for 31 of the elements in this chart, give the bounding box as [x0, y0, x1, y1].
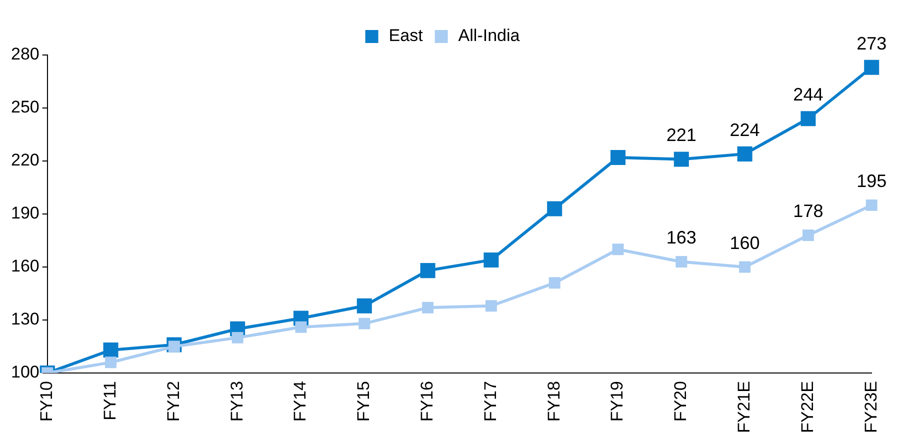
y-tick-label: 250 [10, 98, 40, 117]
y-tick-label: 220 [10, 150, 40, 170]
x-tick-label: FY10 [37, 381, 56, 422]
data-label: 163 [666, 228, 696, 248]
legend-label: East [388, 26, 424, 46]
legend-label: All-India [458, 26, 520, 46]
data-label: 244 [793, 84, 824, 105]
y-tick-label: 280 [10, 44, 40, 64]
data-label: 221 [666, 125, 696, 146]
data-label: 224 [730, 120, 760, 140]
x-tick-label: FY11 [100, 381, 120, 420]
data-label: 195 [856, 171, 887, 192]
x-tick-label: FY15 [354, 381, 374, 422]
x-tick-label: FY20 [671, 381, 690, 422]
x-tick-label: FY21E [734, 381, 754, 434]
x-tick-label: FY16 [417, 381, 436, 422]
x-tick-label: FY19 [608, 381, 627, 422]
y-tick-label: 190 [10, 204, 40, 223]
x-tick-label: FY14 [290, 381, 310, 422]
x-tick-label: FY12 [164, 381, 183, 422]
data-label: 160 [730, 232, 760, 253]
x-tick-label: FY23E [861, 381, 880, 434]
x-tick-label: FY13 [227, 381, 246, 422]
x-tick-label: FY18 [544, 381, 564, 422]
x-tick-label: FY22E [798, 381, 817, 434]
data-label: 178 [793, 201, 824, 222]
y-tick-label: 130 [10, 310, 40, 329]
y-tick-label: 160 [10, 256, 40, 276]
data-label: 273 [856, 33, 887, 54]
y-tick-label: 100 [10, 362, 40, 382]
x-tick-label: FY17 [480, 381, 500, 422]
